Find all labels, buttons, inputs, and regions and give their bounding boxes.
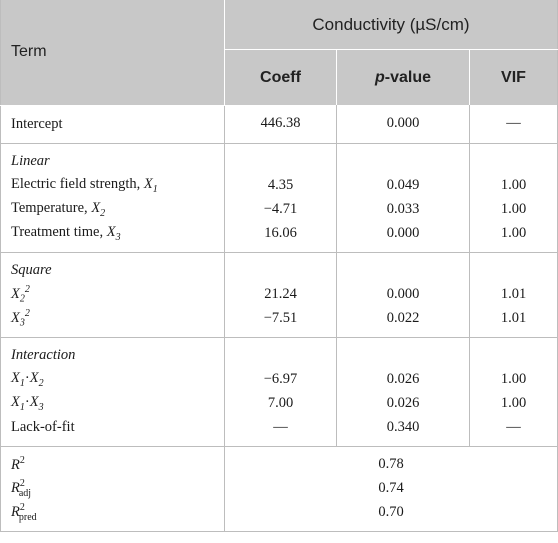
- r2-value: 0.78: [224, 446, 558, 477]
- stat-superscript: 2: [19, 502, 25, 514]
- var-symbol: X: [11, 309, 20, 326]
- stat-symbol: R: [11, 456, 20, 473]
- linear-title-row: Linear: [1, 143, 558, 174]
- stat-subscript: pred: [18, 511, 37, 523]
- table-row: X1·X2 −6.97 0.026 1.00: [1, 367, 558, 392]
- intercept-label: Intercept: [0, 105, 225, 144]
- var-superscript: 2: [24, 284, 30, 296]
- header-term: Term: [0, 0, 225, 106]
- p-cell: 0.033: [336, 197, 470, 222]
- coeff-cell: 4.35: [224, 173, 337, 198]
- regression-table: Term Conductivity (µS/cm) Coeff p-value …: [0, 0, 558, 532]
- coeff-cell: 7.00: [224, 391, 337, 416]
- lof-label: Lack-of-fit: [0, 415, 225, 447]
- vif-cell: 1.01: [469, 282, 558, 307]
- row-label: Treatment time,: [11, 224, 107, 241]
- row-label: Temperature,: [11, 200, 92, 217]
- var-subscript: 3: [19, 317, 25, 329]
- stat-superscript: 2: [19, 455, 25, 467]
- table-row: X32 −7.51 0.022 1.01: [0, 306, 558, 338]
- table-row: X22 21.24 0.000 1.01: [1, 282, 558, 307]
- header-coeff: Coeff: [224, 49, 337, 105]
- var-superscript: 2: [24, 308, 30, 320]
- p-cell: 0.026: [336, 367, 470, 392]
- coeff-cell: −6.97: [224, 367, 337, 392]
- stat-superscript: 2: [19, 478, 25, 490]
- vif-cell: —: [469, 415, 558, 447]
- header-pvalue: p-value: [336, 49, 470, 105]
- p-cell: 0.026: [336, 391, 470, 416]
- stat-symbol: R: [11, 479, 20, 496]
- table-row: Temperature, X2 −4.71 0.033 1.00: [1, 197, 558, 222]
- square-title: Square: [11, 262, 52, 278]
- coeff-cell: −4.71: [224, 197, 337, 222]
- table-row: X1·X3 7.00 0.026 1.00: [1, 391, 558, 416]
- coeff-cell: —: [224, 415, 337, 447]
- var-symbol: X: [143, 176, 153, 193]
- p-cell: 0.049: [336, 173, 470, 198]
- var-subscript: 3: [38, 401, 44, 413]
- row-intercept: Intercept 446.38 0.000 —: [0, 105, 558, 144]
- p-cell: 0.340: [336, 415, 470, 447]
- r2pred-row: R2pred 0.70: [1, 500, 558, 531]
- table-row: Treatment time, X3 16.06 0.000 1.00: [0, 221, 558, 253]
- vif-cell: 1.00: [469, 367, 558, 392]
- vif-cell: 1.00: [469, 391, 558, 416]
- vif-cell: 1.01: [469, 306, 558, 338]
- r2adj-row: R2adj 0.74: [1, 476, 558, 501]
- header-pvalue-p: p: [374, 68, 385, 86]
- r2adj-value: 0.74: [224, 476, 558, 501]
- coeff-cell: −7.51: [224, 306, 337, 338]
- linear-title: Linear: [11, 153, 50, 169]
- square-title-row: Square: [1, 252, 558, 283]
- header-vif: VIF: [469, 49, 558, 105]
- intercept-coeff: 446.38: [224, 105, 337, 144]
- var-subscript: 2: [19, 293, 25, 305]
- var-subscript: 1: [152, 183, 158, 195]
- var-subscript: 1: [19, 401, 25, 413]
- table-row: Electric field strength, X1 4.35 0.049 1…: [1, 173, 558, 198]
- var-symbol: X: [29, 370, 39, 387]
- var-symbol: X: [11, 285, 20, 302]
- var-subscript: 1: [19, 377, 25, 389]
- row-label: Electric field strength,: [11, 176, 144, 193]
- var-subscript: 2: [38, 377, 44, 389]
- vif-cell: 1.00: [469, 197, 558, 222]
- vif-cell: 1.00: [469, 221, 558, 253]
- header-pvalue-rest: -value: [384, 68, 432, 86]
- intercept-p: 0.000: [336, 105, 470, 144]
- var-symbol: X: [91, 200, 101, 217]
- stat-subscript: adj: [18, 487, 32, 499]
- coeff-cell: 16.06: [224, 221, 337, 253]
- p-cell: 0.000: [336, 282, 470, 307]
- var-subscript: 2: [100, 207, 106, 219]
- intercept-vif: —: [469, 105, 558, 144]
- r2pred-value: 0.70: [224, 500, 558, 531]
- stat-symbol: R: [11, 503, 20, 520]
- p-cell: 0.022: [336, 306, 470, 338]
- coeff-cell: 21.24: [224, 282, 337, 307]
- vif-cell: 1.00: [469, 173, 558, 198]
- header-conductivity: Conductivity (µS/cm): [224, 0, 558, 50]
- var-symbol: X: [29, 394, 39, 411]
- lack-of-fit-row: Lack-of-fit — 0.340 —: [0, 415, 558, 447]
- r2-row: R2 0.78: [1, 446, 558, 477]
- var-symbol: X: [11, 394, 20, 411]
- var-symbol: X: [106, 224, 116, 241]
- var-symbol: X: [11, 370, 20, 387]
- var-subscript: 3: [115, 231, 121, 243]
- p-cell: 0.000: [336, 221, 470, 253]
- interaction-title-row: Interaction: [1, 337, 558, 368]
- interaction-title: Interaction: [11, 347, 76, 363]
